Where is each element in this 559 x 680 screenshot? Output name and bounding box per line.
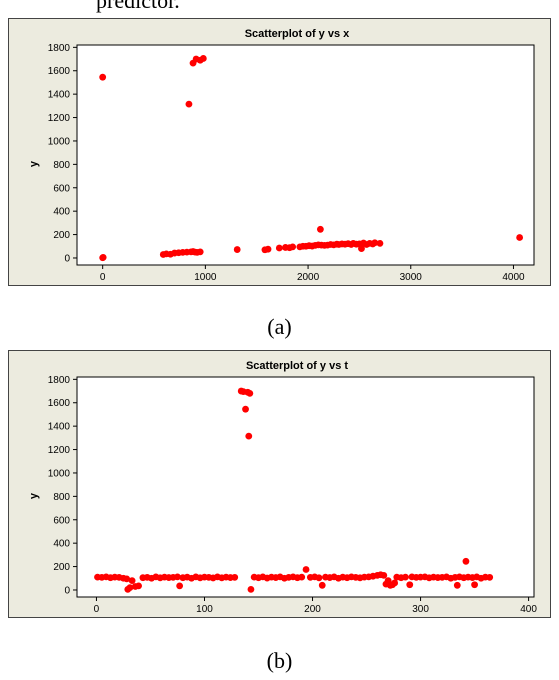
data-point xyxy=(126,584,134,592)
data-point xyxy=(316,225,324,233)
y-axis: 0 200 400 600 800 1000 1200 1400 1600 1800 xyxy=(48,375,77,596)
data-point xyxy=(199,55,207,62)
scatterplot-panel-b: Scatterplot of y vs t 0 200 400 600 800 1000 1… xyxy=(8,350,551,618)
scatterplot-panel-a: Scatterplot of y vs x 0 200 400 600 800 1000 1… xyxy=(8,18,551,286)
y-tick-label: 0 xyxy=(64,253,70,264)
x-axis: 0 100 200 300 400 xyxy=(94,597,537,615)
x-tick-label: 1000 xyxy=(194,272,217,283)
y-tick-label: 1800 xyxy=(48,43,71,54)
data-point xyxy=(318,581,326,589)
y-tick-label: 1400 xyxy=(48,422,71,433)
y-tick-label: 1000 xyxy=(48,136,71,147)
data-point xyxy=(289,243,297,251)
x-tick-label: 100 xyxy=(196,604,213,615)
data-point xyxy=(135,582,142,590)
x-tick-label: 3000 xyxy=(400,272,423,283)
data-point xyxy=(247,585,255,593)
y-tick-label: 200 xyxy=(53,230,70,241)
data-point xyxy=(275,244,283,252)
y-axis-label: y xyxy=(28,160,40,167)
data-point xyxy=(380,571,388,579)
y-tick-label: 0 xyxy=(64,585,70,596)
y-tick-label: 1600 xyxy=(48,66,71,77)
x-tick-label: 4000 xyxy=(502,272,525,283)
data-point xyxy=(231,573,239,581)
data-point xyxy=(128,577,136,585)
y-tick-label: 800 xyxy=(53,492,70,503)
data-point xyxy=(315,574,323,582)
data-point xyxy=(99,253,107,261)
data-point xyxy=(358,245,365,253)
data-point xyxy=(516,234,524,241)
x-tick-label: 200 xyxy=(304,604,321,615)
x-tick-label: 0 xyxy=(100,272,106,283)
data-point xyxy=(371,239,379,247)
data-point xyxy=(453,581,461,589)
data-point xyxy=(245,432,253,440)
y-tick-label: 600 xyxy=(53,515,70,526)
y-tick-label: 400 xyxy=(53,539,70,550)
y-axis-label: y xyxy=(28,492,40,499)
data-point xyxy=(123,575,131,583)
y-tick-label: 400 xyxy=(53,207,70,218)
data-point xyxy=(185,100,193,108)
chart-title: Scatterplot of y vs t xyxy=(246,360,348,372)
data-point xyxy=(99,73,107,81)
y-tick-label: 200 xyxy=(53,562,70,573)
x-axis: 0 1000 2000 3000 4000 xyxy=(100,265,525,283)
y-tick-label: 1200 xyxy=(48,113,71,124)
data-point xyxy=(174,573,181,581)
y-tick-label: 1200 xyxy=(48,445,71,456)
scatterplot-y-vs-x: Scatterplot of y vs x 0 200 400 600 800 1000 1… xyxy=(28,28,535,283)
y-tick-label: 800 xyxy=(53,160,70,171)
plot-area xyxy=(76,44,535,266)
x-tick-label: 400 xyxy=(520,604,537,615)
top-text: predictor. xyxy=(96,0,180,13)
plot-area xyxy=(76,376,535,598)
data-point xyxy=(391,579,399,587)
y-tick-label: 1600 xyxy=(48,398,71,409)
y-tick-label: 600 xyxy=(53,183,70,194)
data-point xyxy=(246,389,254,397)
data-point xyxy=(376,239,384,247)
data-point xyxy=(471,581,478,589)
caption-a: (a) xyxy=(267,314,292,339)
data-point xyxy=(196,248,204,256)
x-tick-label: 300 xyxy=(412,604,429,615)
data-point xyxy=(486,573,494,581)
data-point xyxy=(462,557,470,565)
y-tick-label: 1800 xyxy=(48,375,71,386)
data-point xyxy=(233,246,241,253)
y-axis: 0 200 400 600 800 1000 1200 1400 1600 1800 xyxy=(48,43,77,264)
scatterplot-y-vs-t: Scatterplot of y vs t 020040060080010001… xyxy=(28,360,537,615)
y-tick-label: 1400 xyxy=(48,90,71,101)
data-point xyxy=(242,405,249,413)
data-point xyxy=(264,245,272,253)
data-point xyxy=(298,573,306,581)
data-points xyxy=(94,387,494,593)
data-point xyxy=(402,573,409,581)
data-point xyxy=(302,566,310,573)
data-point xyxy=(176,582,184,590)
y-tick-label: 1000 xyxy=(48,468,71,479)
caption-b: (b) xyxy=(266,648,293,673)
x-tick-label: 2000 xyxy=(297,272,320,283)
chart-title: Scatterplot of y vs x xyxy=(245,28,350,40)
x-tick-label: 0 xyxy=(94,604,100,615)
data-point xyxy=(406,581,414,589)
data-points xyxy=(99,55,524,262)
